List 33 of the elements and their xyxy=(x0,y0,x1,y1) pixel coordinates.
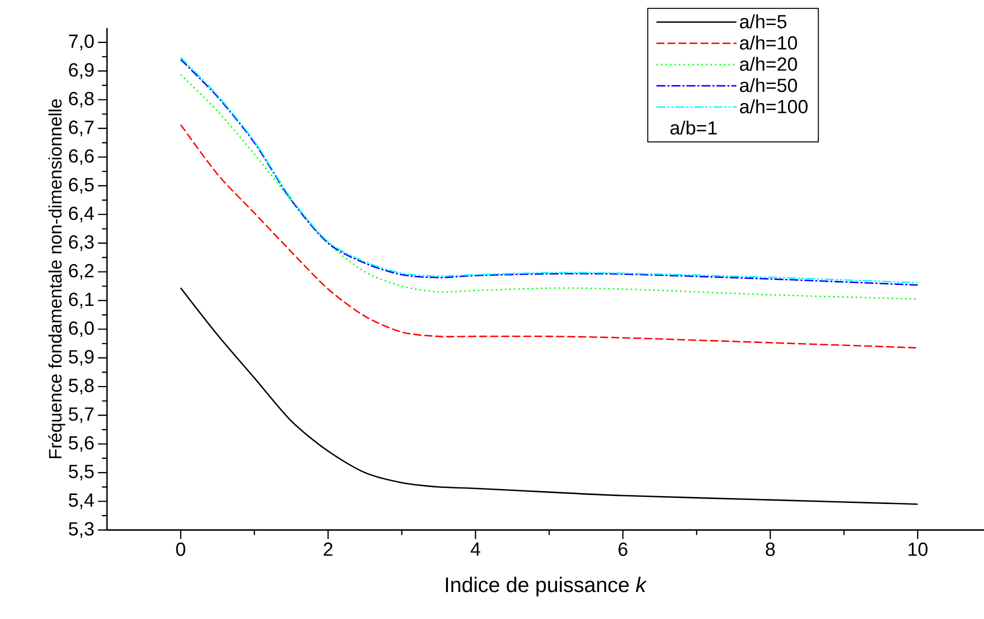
line-series xyxy=(180,287,918,505)
y-tick-label: 5,3 xyxy=(68,522,94,538)
y-tick-label: 6,9 xyxy=(69,63,94,79)
x-tick-label: 10 xyxy=(908,542,928,556)
y-tick-label: 5,4 xyxy=(68,494,94,510)
y-tick-label: 5,8 xyxy=(68,378,94,394)
y-tick-label: 5,5 xyxy=(68,464,94,480)
y-tick-label: 5,9 xyxy=(68,350,94,366)
x-axis-title: Indice de puissance k xyxy=(446,576,647,596)
y-tick-label: 6,2 xyxy=(69,264,94,280)
x-tick-label: 6 xyxy=(618,542,628,556)
x-tick-label: 8 xyxy=(766,542,775,556)
y-tick-label: 6,5 xyxy=(69,178,94,194)
y-tick-label: 6,6 xyxy=(69,149,94,165)
legend-label: a/h=5 xyxy=(740,14,786,28)
legend-label: a/h=10 xyxy=(740,36,798,50)
legend-title: a/b=1 xyxy=(670,120,717,135)
y-tick-label: 6,1 xyxy=(69,292,94,308)
y-tick-label: 6,8 xyxy=(69,92,94,108)
y-tick-label: 5,7 xyxy=(68,408,94,424)
y-axis-title: Fréquence fondamentale non-dimensionnelle xyxy=(48,99,66,458)
y-tick-label: 7,0 xyxy=(69,34,94,50)
x-tick-label: 4 xyxy=(470,542,480,556)
y-tick-label: 6,4 xyxy=(69,206,94,222)
legend-label: a/h=50 xyxy=(740,78,798,92)
legend-label: a/h=20 xyxy=(740,56,798,71)
legend-label: a/h=100 xyxy=(740,99,808,114)
y-tick-label: 6,0 xyxy=(69,321,94,338)
y-tick-label: 5,6 xyxy=(68,436,94,452)
y-tick-label: 6,3 xyxy=(69,235,94,251)
x-tick-label: 2 xyxy=(324,542,332,556)
x-tick-label: 0 xyxy=(176,542,186,556)
y-tick-label: 6,7 xyxy=(69,120,94,136)
